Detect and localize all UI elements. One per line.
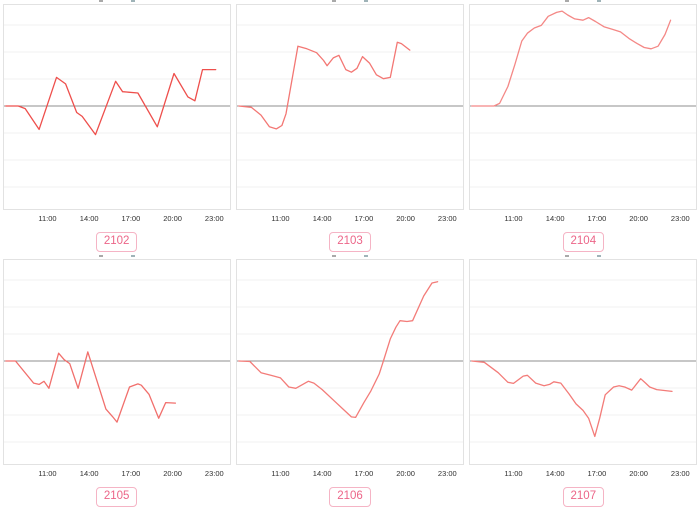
series-line: [471, 10, 672, 107]
series-line: [4, 351, 176, 423]
chart-card-2105: 11:00 14:00 17:00 20:00 23:00 2105: [0, 255, 233, 509]
plot-border: [469, 4, 698, 210]
x-axis-tick-label: 20:00: [630, 214, 649, 223]
x-axis-tick-label: 23:00: [438, 214, 457, 223]
x-axis-tick-label: 17:00: [354, 469, 373, 478]
line-chart-2103: 11:00 14:00 17:00 20:00 23:00: [235, 4, 464, 226]
chart-card-2106: 11:00 14:00 17:00 20:00 23:00 2106: [233, 255, 466, 509]
x-axis-tick-label: 17:00: [588, 469, 607, 478]
series-line: [238, 281, 439, 419]
chart-badge-2104[interactable]: 2104: [562, 232, 605, 252]
x-axis-tick-label: 11:00: [38, 214, 56, 223]
x-axis-tick-label: 17:00: [588, 214, 607, 223]
x-axis-tick-label: 23:00: [671, 469, 690, 478]
x-axis-tick-label: 20:00: [163, 214, 182, 223]
series-line: [238, 41, 411, 130]
chart-card-2104: 11:00 14:00 17:00 20:00 23:00 2104: [467, 0, 700, 255]
x-axis-tick-label: 23:00: [671, 214, 690, 223]
x-axis-tick-label: 14:00: [79, 214, 98, 223]
chart-badge-2102[interactable]: 2102: [95, 232, 138, 252]
line-chart-2102: 11:00 14:00 17:00 20:00 23:00: [2, 4, 231, 226]
chart-card-2102: 11:00 14:00 17:00 20:00 23:00 2102: [0, 0, 233, 255]
x-axis-tick-label: 11:00: [271, 469, 289, 478]
x-axis-tick-label: 11:00: [38, 469, 56, 478]
plot-border: [2, 4, 231, 210]
chart-card-2103: 11:00 14:00 17:00 20:00 23:00 2103: [233, 0, 466, 255]
plot-border: [469, 259, 698, 465]
x-axis-tick-label: 20:00: [396, 214, 415, 223]
x-axis-tick-label: 17:00: [121, 214, 140, 223]
chart-badge-2106[interactable]: 2106: [329, 487, 371, 507]
x-axis-tick-label: 20:00: [163, 469, 182, 478]
chart-badge-2103[interactable]: 2103: [329, 232, 371, 252]
x-axis-tick-label: 14:00: [546, 469, 565, 478]
plot-border: [235, 259, 464, 465]
clipped-chart-title: [0, 255, 233, 259]
x-axis-tick-label: 17:00: [354, 214, 373, 223]
clipped-chart-title: [467, 255, 700, 259]
x-axis-tick-label: 23:00: [205, 469, 224, 478]
x-axis-tick-label: 20:00: [630, 469, 649, 478]
chart-badge-2105[interactable]: 2105: [95, 487, 138, 507]
chart-badge-2107[interactable]: 2107: [562, 487, 605, 507]
clipped-chart-title: [467, 0, 700, 4]
x-axis-tick-label: 11:00: [505, 214, 523, 223]
x-axis-tick-label: 14:00: [546, 214, 565, 223]
clipped-chart-title: [0, 0, 233, 4]
x-axis-tick-label: 11:00: [271, 214, 289, 223]
x-axis-tick-label: 11:00: [505, 469, 523, 478]
line-chart-2104: 11:00 14:00 17:00 20:00 23:00: [469, 4, 698, 226]
x-axis-tick-label: 20:00: [396, 469, 415, 478]
plot-border: [2, 259, 231, 465]
x-axis-tick-label: 14:00: [79, 469, 98, 478]
series-line: [471, 360, 673, 438]
x-axis-tick-label: 14:00: [313, 214, 332, 223]
chart-card-2107: 11:00 14:00 17:00 20:00 23:00 2107: [467, 255, 700, 509]
clipped-chart-title: [233, 255, 466, 259]
line-chart-2107: 11:00 14:00 17:00 20:00 23:00: [469, 259, 698, 481]
line-chart-2106: 11:00 14:00 17:00 20:00 23:00: [235, 259, 464, 481]
series-line: [4, 68, 217, 136]
line-chart-2105: 11:00 14:00 17:00 20:00 23:00: [2, 259, 231, 481]
clipped-chart-title: [233, 0, 466, 4]
x-axis-tick-label: 23:00: [205, 214, 224, 223]
x-axis-tick-label: 23:00: [438, 469, 457, 478]
plot-border: [235, 4, 464, 210]
x-axis-tick-label: 14:00: [313, 469, 332, 478]
x-axis-tick-label: 17:00: [121, 469, 140, 478]
